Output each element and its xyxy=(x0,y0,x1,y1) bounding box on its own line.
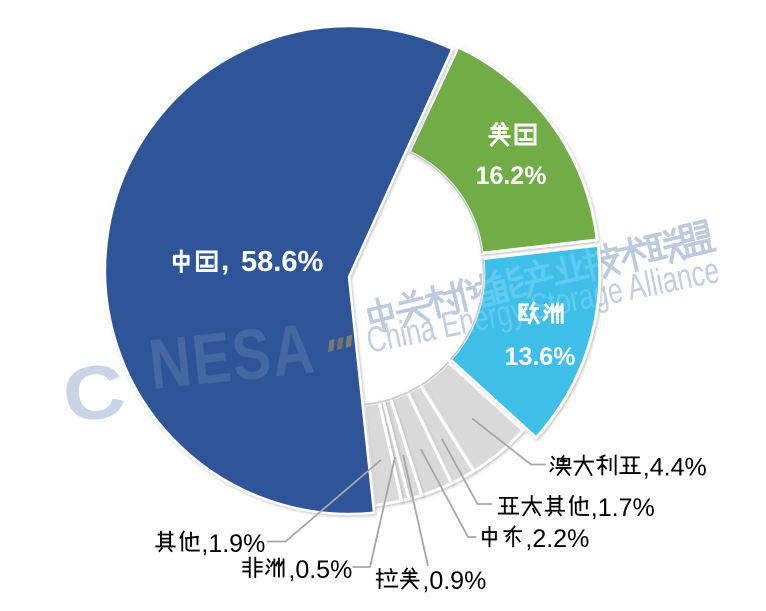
svg-text:16.2%: 16.2% xyxy=(476,162,547,190)
svg-text:,4.4%: ,4.4% xyxy=(643,454,707,482)
svg-text:,1.9%: ,1.9% xyxy=(201,530,265,558)
svg-text:,1.7%: ,1.7% xyxy=(591,494,655,522)
svg-text:,: , xyxy=(221,244,229,277)
svg-text:13.6%: 13.6% xyxy=(505,343,576,371)
svg-text:C: C xyxy=(58,347,131,439)
svg-text:,0.5%: ,0.5% xyxy=(288,556,352,584)
svg-text:58.6%: 58.6% xyxy=(241,246,323,278)
svg-text:NESA: NESA xyxy=(146,309,319,405)
svg-text:,0.9%: ,0.9% xyxy=(422,567,486,595)
svg-text:,2.2%: ,2.2% xyxy=(525,525,589,553)
